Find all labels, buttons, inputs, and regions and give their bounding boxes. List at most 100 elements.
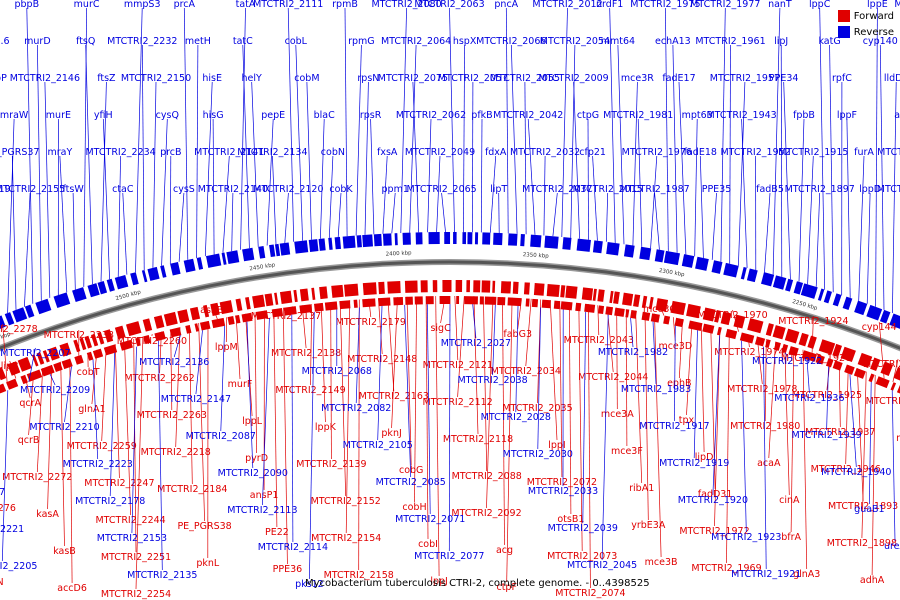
forward-gene-label: MTCTRI2_2218 bbox=[141, 447, 211, 458]
reverse-gene-label-below-leader bbox=[806, 359, 810, 394]
reverse-gene-label: MTCTRI2_1981 bbox=[603, 110, 673, 121]
reverse-gene-block bbox=[362, 234, 373, 248]
forward-gene-block-inner bbox=[227, 316, 235, 325]
forward-gene-block-inner bbox=[716, 326, 722, 336]
reverse-gene-label-below: MTCTRI2_2153 bbox=[97, 533, 167, 544]
forward-gene-block-inner bbox=[103, 344, 118, 356]
forward-gene-label-leader bbox=[457, 296, 465, 398]
forward-gene-block-inner bbox=[255, 310, 269, 320]
forward-gene-label: MTCTRI2_2254 bbox=[101, 589, 171, 600]
reverse-gene-label: MTCTRI2_1961 bbox=[695, 36, 765, 47]
reverse-gene-label-below: MTCTRI2_1923 bbox=[711, 532, 781, 543]
forward-gene-label: MTCTRI2_1924 bbox=[778, 316, 848, 327]
forward-gene-label: accD6 bbox=[57, 583, 87, 594]
forward-gene-block bbox=[331, 284, 344, 298]
reverse-gene-label-leader bbox=[364, 81, 369, 235]
reverse-gene-block bbox=[592, 240, 603, 254]
reverse-gene-label-leader bbox=[738, 81, 746, 266]
forward-gene-block-inner bbox=[801, 350, 818, 362]
reverse-gene-label-leader bbox=[524, 81, 527, 235]
reverse-gene-label-leader bbox=[815, 192, 821, 287]
reverse-gene-label-below: MTCTRI2_1920 bbox=[678, 495, 748, 506]
forward-gene-label: lppI bbox=[548, 440, 566, 451]
forward-gene-block bbox=[832, 343, 843, 358]
reverse-gene-label: fadE17 bbox=[662, 73, 695, 84]
reverse-gene-label: MTCTRI2_2141 bbox=[194, 147, 264, 158]
reverse-gene-label-leader bbox=[391, 192, 396, 234]
reverse-gene-label-leader bbox=[240, 7, 246, 250]
forward-gene-label-leader bbox=[871, 374, 876, 576]
reverse-gene-label-below-leader bbox=[448, 303, 451, 552]
reverse-gene-label: ftsZ bbox=[97, 73, 116, 84]
reverse-gene-label-leader bbox=[344, 7, 348, 237]
reverse-gene-label-below-leader bbox=[849, 374, 857, 468]
reverse-gene-label-below: MTCTRI2_1940 bbox=[821, 467, 891, 478]
forward-gene-label-leader bbox=[440, 295, 446, 324]
forward-gene-label-leader bbox=[133, 338, 137, 553]
reverse-gene-label: fpbB bbox=[793, 110, 815, 121]
forward-gene-block bbox=[311, 287, 316, 300]
forward-gene-label-leader bbox=[28, 371, 35, 436]
forward-gene-block bbox=[500, 281, 512, 294]
forward-gene-block-inner bbox=[844, 364, 855, 375]
reverse-gene-label-below-leader bbox=[220, 325, 226, 432]
reverse-gene-label: MTCTRI2_2146 bbox=[10, 73, 80, 84]
reverse-gene-label: MTCTRI2_2037 bbox=[522, 184, 592, 195]
reverse-gene-label-below-leader bbox=[515, 305, 519, 413]
forward-gene-block-inner bbox=[464, 296, 478, 305]
forward-gene-label: MTCTRI2_2158 bbox=[324, 570, 394, 581]
reverse-gene-label-below: MTCTRI2_2045 bbox=[567, 560, 637, 571]
reverse-gene-label-leader bbox=[287, 7, 295, 242]
forward-gene-block bbox=[319, 286, 328, 300]
forward-gene-label: bfrA bbox=[781, 532, 801, 543]
forward-gene-block bbox=[622, 292, 634, 306]
reverse-gene-label: rpsR bbox=[360, 110, 382, 121]
reverse-gene-label: lipJ bbox=[774, 36, 788, 47]
forward-gene-label-leader bbox=[473, 296, 479, 435]
reverse-gene-block bbox=[274, 243, 281, 257]
reverse-gene-label-below: pks12 bbox=[295, 579, 324, 590]
reverse-gene-label-leader bbox=[463, 44, 465, 233]
reverse-gene-label: blaC bbox=[314, 110, 335, 121]
reverse-gene-label: MTCTRI2_2066 bbox=[476, 36, 546, 47]
forward-gene-block bbox=[125, 321, 142, 337]
reverse-gene-label-below-leader bbox=[1, 390, 9, 562]
forward-gene-block bbox=[784, 328, 800, 344]
forward-gene-block-inner bbox=[6, 378, 19, 390]
forward-gene-label: cobG bbox=[399, 465, 423, 476]
legend-label-reverse: Reverse bbox=[853, 26, 894, 38]
reverse-gene-label: pbpB bbox=[14, 0, 39, 10]
forward-gene-label: MTCTRI2_2088 bbox=[452, 471, 522, 482]
forward-gene-block bbox=[512, 281, 519, 294]
reverse-gene-label-below: MTCTRI2_2033 bbox=[528, 486, 598, 497]
reverse-gene-label-below: MTCTRI2_2135 bbox=[127, 570, 197, 581]
reverse-gene-label: MTCTRI2_2134 bbox=[237, 147, 307, 158]
forward-gene-block-inner bbox=[378, 297, 391, 307]
reverse-gene-label: PPE35 bbox=[702, 184, 732, 195]
forward-gene-label-leader bbox=[254, 312, 257, 454]
reverse-gene-label: fxsA bbox=[377, 147, 398, 158]
forward-gene-block-inner bbox=[853, 368, 866, 379]
forward-gene-block bbox=[613, 291, 620, 304]
reverse-gene-label: aao bbox=[894, 110, 900, 121]
forward-gene-block bbox=[765, 323, 774, 337]
reverse-gene-label-leader bbox=[665, 7, 669, 252]
forward-gene-block bbox=[153, 315, 165, 329]
reverse-gene-label: prcA bbox=[174, 0, 196, 10]
reverse-gene-label-leader bbox=[141, 44, 145, 271]
reverse-gene-label-leader bbox=[892, 81, 897, 314]
forward-gene-block-inner bbox=[868, 373, 875, 383]
reverse-gene-label-below-leader bbox=[195, 330, 203, 395]
forward-gene-label: MTCTRI2_1972 bbox=[679, 526, 749, 537]
forward-gene-block bbox=[114, 325, 126, 340]
forward-gene-block bbox=[163, 311, 178, 327]
forward-gene-block-inner bbox=[339, 300, 351, 310]
forward-gene-block bbox=[442, 280, 452, 293]
forward-gene-block bbox=[219, 300, 234, 315]
forward-gene-label-leader bbox=[686, 320, 693, 416]
forward-gene-block bbox=[533, 282, 545, 296]
forward-gene-label: MTCTRI2_2152 bbox=[311, 496, 381, 507]
forward-gene-label: MTCTRI2_2263 bbox=[137, 410, 207, 421]
reverse-gene-label-leader bbox=[272, 155, 277, 245]
forward-gene-label: lipB bbox=[1, 361, 19, 372]
